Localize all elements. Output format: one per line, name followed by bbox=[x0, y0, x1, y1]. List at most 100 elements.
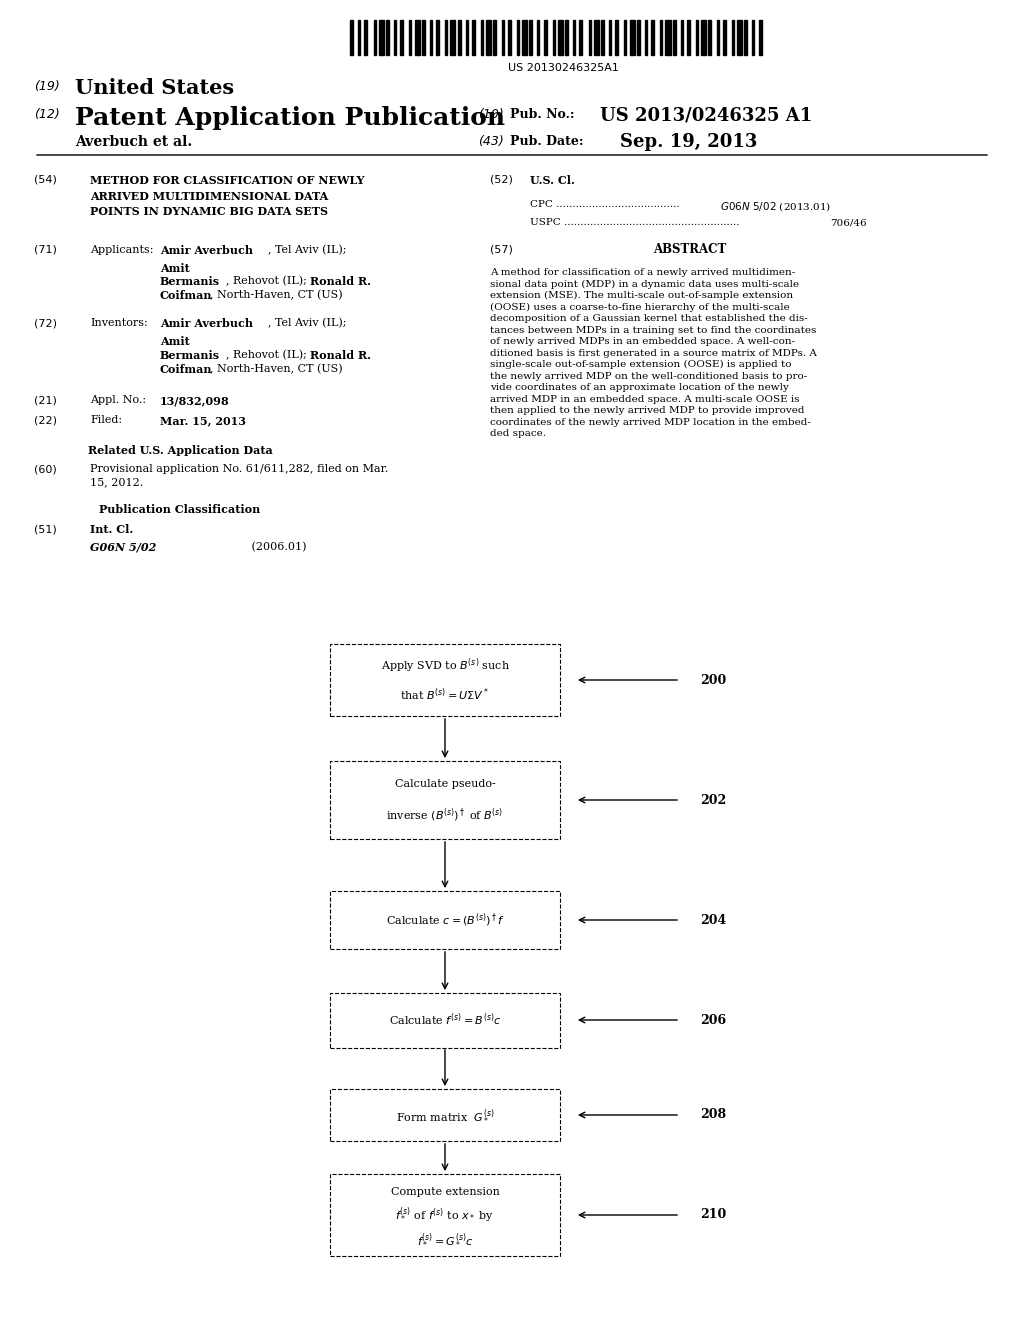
Text: G06N 5/02: G06N 5/02 bbox=[90, 543, 157, 553]
Text: Compute extension: Compute extension bbox=[390, 1187, 500, 1196]
Text: Patent Application Publication: Patent Application Publication bbox=[75, 106, 505, 129]
Bar bbox=[723, 20, 726, 55]
Bar bbox=[651, 20, 654, 55]
Text: Bermanis: Bermanis bbox=[160, 350, 220, 360]
Bar bbox=[529, 20, 532, 55]
Text: USPC ......................................................: USPC ...................................… bbox=[530, 218, 739, 227]
Text: (54): (54) bbox=[34, 176, 57, 185]
Text: Filed:: Filed: bbox=[90, 414, 122, 425]
Bar bbox=[737, 20, 742, 55]
Bar bbox=[445, 20, 447, 55]
Text: 210: 210 bbox=[700, 1209, 727, 1221]
Bar bbox=[615, 20, 618, 55]
Text: Pub. No.:: Pub. No.: bbox=[510, 108, 574, 121]
FancyBboxPatch shape bbox=[330, 891, 560, 949]
Text: Calculate pseudo-: Calculate pseudo- bbox=[394, 779, 496, 789]
Text: Applicants:: Applicants: bbox=[90, 246, 154, 255]
Bar bbox=[580, 20, 583, 55]
Text: (72): (72) bbox=[34, 318, 57, 327]
Bar bbox=[472, 20, 475, 55]
Bar bbox=[589, 20, 591, 55]
Bar bbox=[451, 20, 456, 55]
Text: Amir Averbuch: Amir Averbuch bbox=[160, 246, 253, 256]
Text: Appl. No.:: Appl. No.: bbox=[90, 395, 146, 405]
Text: , Tel Aviv (IL);: , Tel Aviv (IL); bbox=[268, 318, 346, 329]
Bar bbox=[538, 20, 540, 55]
Text: (2006.01): (2006.01) bbox=[220, 543, 306, 552]
Text: Calculate $c=\left(B^{(s)}\right)^\dagger f$: Calculate $c=\left(B^{(s)}\right)^\dagge… bbox=[386, 911, 505, 929]
Bar bbox=[696, 20, 698, 55]
Text: Mar. 15, 2013: Mar. 15, 2013 bbox=[160, 414, 246, 426]
Text: (19): (19) bbox=[34, 81, 59, 92]
Text: 204: 204 bbox=[700, 913, 727, 927]
Bar bbox=[502, 20, 504, 55]
Text: $f_*^{(s)}$ of $f^{(s)}$ to $x_*$ by: $f_*^{(s)}$ of $f^{(s)}$ to $x_*$ by bbox=[395, 1205, 495, 1225]
Text: Ronald R.: Ronald R. bbox=[310, 276, 371, 286]
Text: ABSTRACT: ABSTRACT bbox=[653, 243, 727, 256]
FancyBboxPatch shape bbox=[330, 1173, 560, 1257]
Text: $\mathit{G06N\ 5/02}$ (2013.01): $\mathit{G06N\ 5/02}$ (2013.01) bbox=[720, 201, 831, 213]
Text: Publication Classification: Publication Classification bbox=[99, 504, 261, 515]
Bar bbox=[394, 20, 396, 55]
Bar bbox=[522, 20, 527, 55]
FancyBboxPatch shape bbox=[330, 762, 560, 840]
Bar bbox=[350, 20, 353, 55]
Text: Amir Averbuch: Amir Averbuch bbox=[160, 318, 253, 329]
Text: Form matrix  $G_*^{(s)}$: Form matrix $G_*^{(s)}$ bbox=[395, 1107, 495, 1122]
Text: Inventors:: Inventors: bbox=[90, 318, 147, 327]
Bar bbox=[517, 20, 519, 55]
Bar bbox=[759, 20, 762, 55]
Bar bbox=[630, 20, 635, 55]
Text: Provisional application No. 61/611,282, filed on Mar.
15, 2012.: Provisional application No. 61/611,282, … bbox=[90, 465, 388, 487]
Text: Bermanis: Bermanis bbox=[160, 276, 220, 286]
Bar bbox=[625, 20, 627, 55]
Text: CPC ......................................: CPC ....................................… bbox=[530, 201, 680, 209]
Bar bbox=[601, 20, 604, 55]
Bar bbox=[701, 20, 707, 55]
Text: that $B^{(s)}=U\Sigma V^*$: that $B^{(s)}=U\Sigma V^*$ bbox=[400, 686, 489, 702]
Bar bbox=[415, 20, 420, 55]
Text: 13/832,098: 13/832,098 bbox=[160, 395, 229, 407]
Bar bbox=[481, 20, 483, 55]
Text: Coifman: Coifman bbox=[160, 290, 213, 301]
Text: , North-Haven, CT (US): , North-Haven, CT (US) bbox=[210, 364, 343, 375]
Bar bbox=[422, 20, 425, 55]
Text: (71): (71) bbox=[34, 246, 57, 255]
Bar bbox=[400, 20, 403, 55]
Bar bbox=[681, 20, 683, 55]
Text: A method for classification of a newly arrived multidimen-
sional data point (MD: A method for classification of a newly a… bbox=[490, 268, 817, 438]
Text: Pub. Date:: Pub. Date: bbox=[510, 135, 584, 148]
Text: (60): (60) bbox=[34, 465, 56, 474]
Bar bbox=[637, 20, 640, 55]
Bar bbox=[709, 20, 712, 55]
Text: METHOD FOR CLASSIFICATION OF NEWLY
ARRIVED MULTIDIMENSIONAL DATA
POINTS IN DYNAM: METHOD FOR CLASSIFICATION OF NEWLY ARRIV… bbox=[90, 176, 365, 216]
Text: inverse $\left(B^{(s)}\right)^\dagger$ of $B^{(s)}$: inverse $\left(B^{(s)}\right)^\dagger$ o… bbox=[386, 807, 504, 825]
Bar bbox=[486, 20, 492, 55]
Text: (51): (51) bbox=[34, 524, 56, 535]
Bar bbox=[573, 20, 575, 55]
Text: Related U.S. Application Data: Related U.S. Application Data bbox=[88, 445, 272, 455]
Bar bbox=[594, 20, 599, 55]
Bar bbox=[365, 20, 368, 55]
Bar bbox=[609, 20, 611, 55]
Bar bbox=[386, 20, 389, 55]
Text: United States: United States bbox=[75, 78, 234, 98]
Bar bbox=[374, 20, 376, 55]
Text: Int. Cl.: Int. Cl. bbox=[90, 524, 133, 535]
Bar bbox=[553, 20, 555, 55]
Text: , Rehovot (IL);: , Rehovot (IL); bbox=[226, 350, 307, 360]
Text: Sep. 19, 2013: Sep. 19, 2013 bbox=[620, 133, 758, 150]
Bar bbox=[660, 20, 663, 55]
Bar bbox=[645, 20, 647, 55]
Text: , North-Haven, CT (US): , North-Haven, CT (US) bbox=[210, 290, 343, 301]
Text: 200: 200 bbox=[700, 673, 727, 686]
Bar bbox=[687, 20, 690, 55]
Bar bbox=[666, 20, 671, 55]
Bar bbox=[458, 20, 461, 55]
Text: 206: 206 bbox=[700, 1014, 727, 1027]
Bar bbox=[508, 20, 511, 55]
Bar bbox=[673, 20, 676, 55]
Text: US 2013/0246325 A1: US 2013/0246325 A1 bbox=[600, 106, 812, 124]
Bar bbox=[753, 20, 755, 55]
Text: , Rehovot (IL);: , Rehovot (IL); bbox=[226, 276, 307, 286]
